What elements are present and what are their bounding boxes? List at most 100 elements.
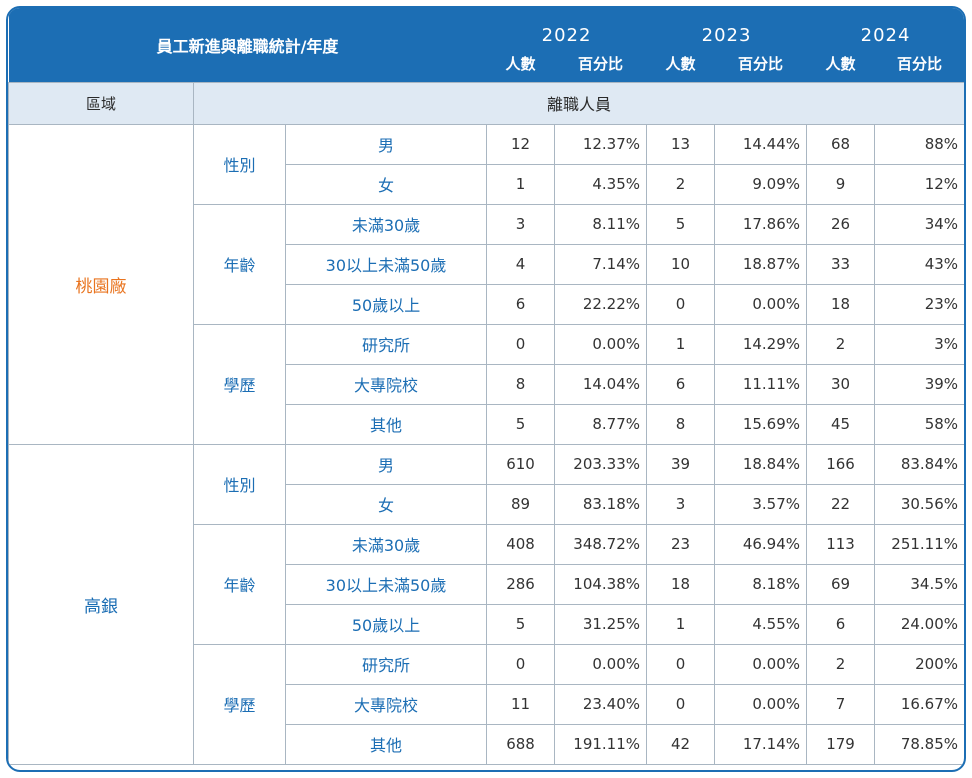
category-cell: 性別 bbox=[193, 443, 286, 525]
percent-cell: 17.14% bbox=[714, 723, 808, 765]
percent-cell: 31.25% bbox=[554, 603, 648, 645]
count-cell: 0 bbox=[646, 683, 716, 725]
count-cell: 13 bbox=[646, 123, 716, 165]
table-title: 員工新進與離職統計/年度 bbox=[8, 8, 487, 82]
pct-header: 百分比 bbox=[714, 46, 807, 82]
subcategory-cell: 未滿30歲 bbox=[284, 523, 488, 565]
pct-header: 百分比 bbox=[874, 46, 964, 82]
percent-cell: 191.11% bbox=[554, 723, 648, 765]
count-header: 人數 bbox=[646, 46, 715, 82]
percent-cell: 18.84% bbox=[714, 443, 808, 485]
pct-header: 百分比 bbox=[554, 46, 647, 82]
category-cell: 學歷 bbox=[193, 643, 286, 765]
percent-cell: 12% bbox=[874, 163, 964, 205]
percent-cell: 39% bbox=[874, 363, 964, 405]
percent-cell: 23.40% bbox=[554, 683, 648, 725]
header-row-subcols: 人數 百分比 人數 百分比 人數 百分比 bbox=[9, 46, 964, 82]
percent-cell: 3% bbox=[874, 323, 964, 365]
percent-cell: 9.09% bbox=[714, 163, 808, 205]
subcategory-cell: 男 bbox=[284, 123, 488, 165]
percent-cell: 18.87% bbox=[714, 243, 808, 285]
category-cell: 年齡 bbox=[193, 523, 286, 645]
count-cell: 9 bbox=[806, 163, 876, 205]
count-cell: 23 bbox=[646, 523, 716, 565]
percent-cell: 83.18% bbox=[554, 483, 648, 525]
subcategory-cell: 30以上未滿50歲 bbox=[284, 243, 488, 285]
percent-cell: 348.72% bbox=[554, 523, 648, 565]
percent-cell: 11.11% bbox=[714, 363, 808, 405]
count-cell: 4 bbox=[486, 243, 556, 285]
count-cell: 30 bbox=[806, 363, 876, 405]
percent-cell: 4.55% bbox=[714, 603, 808, 645]
count-cell: 1 bbox=[486, 163, 556, 205]
percent-cell: 23% bbox=[874, 283, 964, 325]
table-row: 30以上未滿50歲 286 104.38% 18 8.18% 69 34.5% bbox=[9, 563, 964, 605]
subcategory-cell: 50歲以上 bbox=[284, 283, 488, 325]
subcategory-cell: 研究所 bbox=[284, 643, 488, 685]
band-label: 離職人員 bbox=[192, 81, 964, 125]
count-cell: 68 bbox=[806, 123, 876, 165]
percent-cell: 17.86% bbox=[714, 203, 808, 245]
count-cell: 69 bbox=[806, 563, 876, 605]
percent-cell: 16.67% bbox=[874, 683, 964, 725]
count-cell: 5 bbox=[646, 203, 716, 245]
percent-cell: 58% bbox=[874, 403, 964, 445]
count-cell: 6 bbox=[486, 283, 556, 325]
percent-cell: 0.00% bbox=[554, 323, 648, 365]
percent-cell: 0.00% bbox=[714, 283, 808, 325]
table-row: 桃園廠 性別男 12 12.37% 13 14.44% 68 88% bbox=[8, 123, 964, 445]
count-cell: 1 bbox=[646, 323, 716, 365]
band-row: 區域 離職人員 bbox=[8, 81, 964, 125]
subcategory-cell: 大專院校 bbox=[284, 683, 488, 725]
count-cell: 8 bbox=[486, 363, 556, 405]
subcategory-cell: 50歲以上 bbox=[284, 603, 488, 645]
table-row: 50歲以上 6 22.22% 0 0.00% 18 23% bbox=[9, 283, 964, 325]
table-row: 年齡 未滿30歲 408 348.72% 23 46.94% 113 251.11% bbox=[9, 523, 964, 645]
count-cell: 179 bbox=[806, 723, 876, 765]
subcategory-cell: 未滿30歲 bbox=[284, 203, 488, 245]
table-row: 高銀 性別男 610 203.33% 39 18.84% 166 83.84% bbox=[8, 443, 964, 765]
count-cell: 33 bbox=[806, 243, 876, 285]
percent-cell: 8.18% bbox=[714, 563, 808, 605]
count-cell: 12 bbox=[486, 123, 556, 165]
category-cell: 年齡 bbox=[193, 203, 286, 325]
percent-cell: 0.00% bbox=[714, 643, 808, 685]
count-cell: 0 bbox=[486, 323, 556, 365]
count-cell: 8 bbox=[646, 403, 716, 445]
percent-cell: 200% bbox=[874, 643, 964, 685]
table-row: 學歷 研究所 0 0.00% 1 14.29% 2 3% bbox=[9, 323, 964, 445]
count-cell: 6 bbox=[646, 363, 716, 405]
count-cell: 113 bbox=[806, 523, 876, 565]
percent-cell: 46.94% bbox=[714, 523, 808, 565]
count-cell: 2 bbox=[806, 323, 876, 365]
percent-cell: 251.11% bbox=[874, 523, 964, 565]
year-header: 2022 bbox=[486, 8, 647, 46]
region-column-label: 區域 bbox=[8, 81, 194, 125]
subcategory-cell: 女 bbox=[284, 483, 488, 525]
subcategory-cell: 其他 bbox=[284, 403, 488, 445]
percent-cell: 78.85% bbox=[874, 723, 964, 765]
percent-cell: 3.57% bbox=[714, 483, 808, 525]
count-cell: 3 bbox=[646, 483, 716, 525]
count-header: 人數 bbox=[806, 46, 875, 82]
percent-cell: 104.38% bbox=[554, 563, 648, 605]
table-row: 50歲以上 5 31.25% 1 4.55% 6 24.00% bbox=[9, 603, 964, 645]
category-cell: 學歷 bbox=[193, 323, 286, 445]
count-cell: 166 bbox=[806, 443, 876, 485]
percent-cell: 14.44% bbox=[714, 123, 808, 165]
count-cell: 5 bbox=[486, 403, 556, 445]
count-cell: 2 bbox=[646, 163, 716, 205]
table-row: 其他 5 8.77% 8 15.69% 45 58% bbox=[9, 403, 964, 445]
count-cell: 0 bbox=[486, 643, 556, 685]
percent-cell: 83.84% bbox=[874, 443, 964, 485]
count-cell: 26 bbox=[806, 203, 876, 245]
percent-cell: 8.11% bbox=[554, 203, 648, 245]
percent-cell: 4.35% bbox=[554, 163, 648, 205]
count-cell: 1 bbox=[646, 603, 716, 645]
percent-cell: 30.56% bbox=[874, 483, 964, 525]
table-row: 其他 688 191.11% 42 17.14% 179 78.85% bbox=[9, 723, 964, 765]
subcategory-cell: 男 bbox=[284, 443, 488, 485]
subcategory-cell: 研究所 bbox=[284, 323, 488, 365]
count-cell: 5 bbox=[486, 603, 556, 645]
turnover-table: 員工新進與離職統計/年度 2022 2023 2024 人數 百分比 人數 百分… bbox=[8, 8, 964, 765]
